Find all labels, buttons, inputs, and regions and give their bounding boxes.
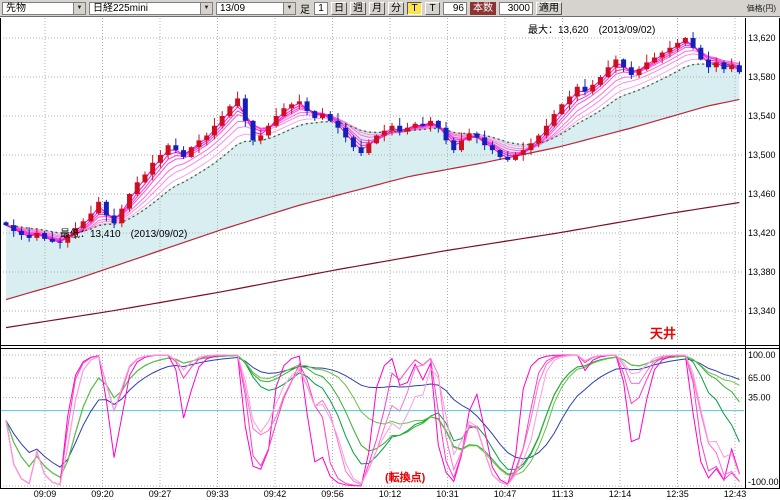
- instrument-select[interactable]: 先物 ▼: [2, 1, 86, 15]
- apply-button[interactable]: 適用: [536, 1, 562, 15]
- svg-text:09:27: 09:27: [149, 489, 172, 499]
- chart-area: 13,620 13,580 13,540 13,500 13,460 13,420 13,3…: [0, 17, 780, 500]
- timeframe-label: 足: [300, 4, 310, 16]
- timeframe-week-button[interactable]: 週: [350, 1, 366, 15]
- contract-month-select[interactable]: 13/09 ▼: [216, 1, 296, 15]
- svg-text:13,500: 13,500: [748, 150, 776, 160]
- svg-text:12:35: 12:35: [666, 489, 689, 499]
- svg-text:10:12: 10:12: [379, 489, 402, 499]
- symbol-value: 日経225mini: [93, 2, 149, 14]
- timeframe-month-button[interactable]: 月: [369, 1, 385, 15]
- svg-text:12:14: 12:14: [609, 489, 632, 499]
- svg-text:09:56: 09:56: [321, 489, 344, 499]
- symbol-select[interactable]: 日経225mini ▼: [89, 1, 213, 15]
- svg-text:65.00: 65.00: [748, 373, 771, 383]
- turning-point-annotation: (転換点): [385, 472, 426, 484]
- svg-text:09:33: 09:33: [206, 489, 229, 499]
- chevron-down-icon[interactable]: ▼: [283, 2, 295, 14]
- svg-text:09:09: 09:09: [34, 489, 57, 499]
- timeframe-tick-button[interactable]: T: [407, 1, 422, 15]
- svg-text:13,620: 13,620: [748, 33, 776, 43]
- max-price-annotation: 最大：13,620 (2013/09/02): [528, 25, 656, 36]
- chevron-down-icon[interactable]: ▼: [73, 2, 85, 14]
- axis-unit-label: 価格(円): [746, 3, 776, 13]
- svg-text:13,460: 13,460: [748, 189, 776, 199]
- ceiling-annotation: 天井: [650, 326, 677, 341]
- min-price-annotation: 最低：13,410 (2013/09/02): [60, 229, 188, 240]
- instrument-value: 先物: [6, 2, 26, 14]
- minute-count-input[interactable]: 1: [314, 1, 328, 15]
- svg-text:13,580: 13,580: [748, 72, 776, 82]
- svg-text:-100.00: -100.00: [748, 477, 779, 487]
- interval-input[interactable]: 3000: [499, 1, 533, 15]
- svg-text:09:20: 09:20: [91, 489, 114, 499]
- svg-text:11:13: 11:13: [552, 489, 574, 499]
- bars-count-label: 本数: [470, 1, 496, 15]
- timeframe-day-button[interactable]: 日: [331, 1, 347, 15]
- svg-text:35.00: 35.00: [748, 393, 771, 403]
- svg-text:09:42: 09:42: [264, 489, 287, 499]
- svg-text:13,340: 13,340: [748, 306, 776, 316]
- toolbar: 先物 ▼ 日経225mini ▼ 13/09 ▼ 足 1 日 週 月 分 T T…: [0, 0, 780, 17]
- contract-value: 13/09: [220, 2, 246, 14]
- timeframe-minute-button[interactable]: 分: [388, 1, 404, 15]
- svg-text:10:31: 10:31: [436, 489, 459, 499]
- price-chart-svg[interactable]: 13,620 13,580 13,540 13,500 13,460 13,420 13,3…: [0, 17, 780, 500]
- svg-text:100.00: 100.00: [748, 350, 776, 360]
- bars-count-input[interactable]: 96: [443, 1, 467, 15]
- svg-text:10:47: 10:47: [494, 489, 517, 499]
- t-button[interactable]: T: [425, 1, 440, 15]
- svg-text:13,380: 13,380: [748, 267, 776, 277]
- svg-text:12:43: 12:43: [724, 489, 747, 499]
- svg-text:13,420: 13,420: [748, 228, 776, 238]
- chevron-down-icon[interactable]: ▼: [200, 2, 212, 14]
- svg-text:13,540: 13,540: [748, 111, 776, 121]
